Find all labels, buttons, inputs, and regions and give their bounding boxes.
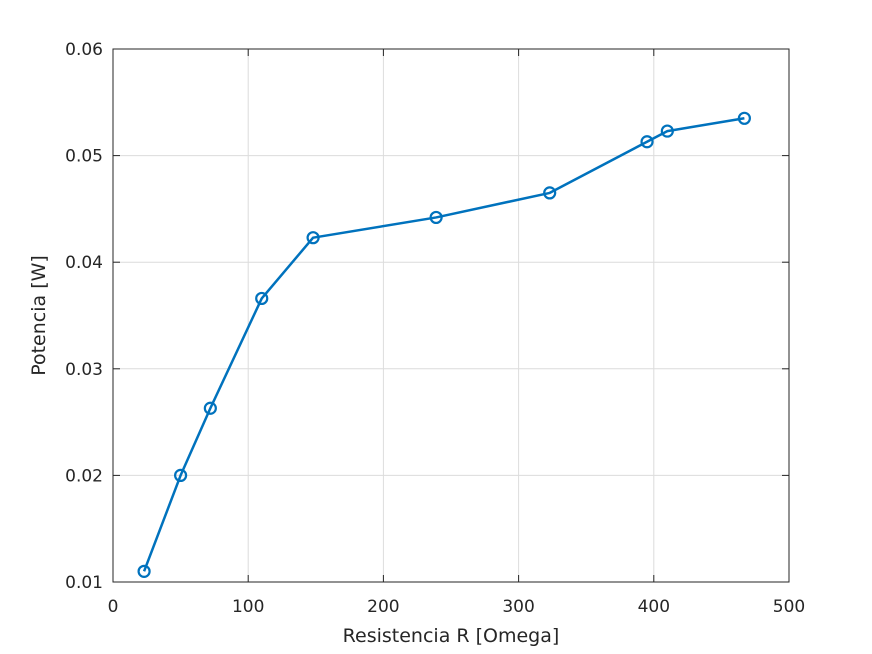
y-tick-label: 0.01 <box>65 573 103 593</box>
x-tick-label: 300 <box>502 597 534 617</box>
ticks <box>112 48 790 583</box>
data-point-marker <box>255 291 269 306</box>
axes-box <box>112 48 790 583</box>
y-axis-label: Potencia [W] <box>28 255 50 376</box>
x-tick-label: 400 <box>638 597 670 617</box>
data-point-marker <box>543 186 557 200</box>
y-tick-labels: 0.01 0.02 0.03 0.04 0.05 0.06 <box>65 40 103 593</box>
data-point-marker <box>660 124 674 138</box>
y-tick-label: 0.03 <box>65 360 103 380</box>
data-point-marker <box>306 231 320 245</box>
data-point-marker <box>640 135 654 149</box>
series-layer <box>137 111 751 578</box>
x-tick-label: 200 <box>367 597 399 617</box>
data-point-marker <box>429 210 443 225</box>
y-tick-label: 0.04 <box>65 253 103 273</box>
x-tick-label: 100 <box>232 597 264 617</box>
y-tick-label: 0.02 <box>65 466 103 486</box>
x-tick-label: 0 <box>108 597 119 617</box>
data-point-marker <box>174 468 188 482</box>
y-tick-label: 0.06 <box>65 40 103 60</box>
data-point-marker <box>203 401 217 415</box>
x-tick-label: 500 <box>773 597 805 617</box>
x-tick-labels: 0 100 200 300 400 500 <box>108 597 806 617</box>
series-line <box>142 117 745 572</box>
x-axis-label: Resistencia R [Omega] <box>343 625 560 647</box>
data-point-marker <box>737 111 751 125</box>
y-tick-label: 0.05 <box>65 147 103 167</box>
data-point-marker <box>137 564 151 578</box>
